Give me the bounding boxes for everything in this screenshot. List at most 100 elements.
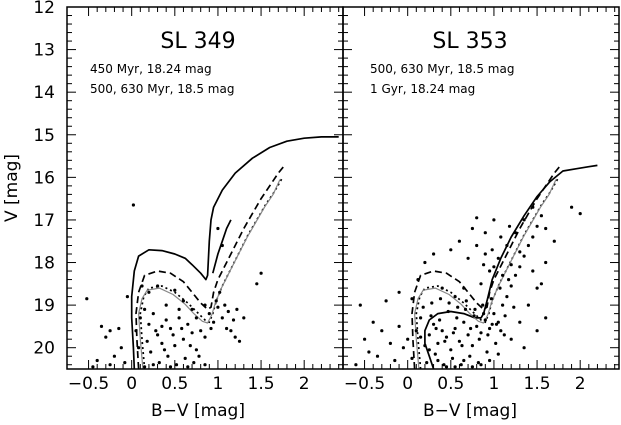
star-point-sl353-43 — [450, 356, 455, 360]
star-point-sl353-123 — [460, 344, 464, 348]
star-point-sl353-60 — [416, 278, 420, 282]
star-point-sl353-131 — [483, 252, 487, 256]
star-point-sl353-71 — [453, 295, 457, 299]
star-point-sl353-31 — [505, 295, 509, 299]
star-point-sl353-98 — [363, 337, 367, 341]
star-point-sl353-14 — [432, 322, 436, 326]
star-point-sl353-13 — [427, 333, 431, 337]
star-point-sl353-29 — [496, 320, 500, 324]
star-point-sl353-129 — [512, 305, 516, 309]
star-point-sl353-121 — [443, 339, 447, 343]
y-tick-label: 14 — [33, 83, 55, 103]
star-point-sl349-17 — [164, 318, 168, 322]
star-point-sl353-10 — [414, 329, 418, 333]
star-point-sl349-34 — [154, 329, 158, 333]
star-point-sl353-97 — [371, 320, 375, 324]
star-point-sl349-12 — [143, 307, 147, 311]
star-point-sl349-52 — [259, 271, 263, 275]
x-tick-label-sl349: 0.5 — [161, 374, 188, 394]
star-point-sl353-59 — [507, 278, 511, 282]
star-point-sl353-28 — [492, 312, 496, 316]
star-point-sl349-62 — [147, 290, 151, 294]
star-point-sl349-59 — [181, 299, 185, 303]
star-point-sl349-32 — [192, 361, 196, 365]
star-point-sl353-20 — [457, 339, 461, 343]
star-point-sl353-38 — [535, 224, 539, 228]
star-point-sl353-24 — [475, 324, 479, 328]
star-point-sl353-74 — [488, 269, 492, 273]
star-point-sl353-105 — [464, 299, 468, 303]
star-point-sl353-47 — [485, 350, 489, 354]
star-point-sl349-71 — [108, 363, 112, 367]
star-point-sl353-42 — [442, 363, 446, 367]
star-point-sl353-54 — [463, 307, 468, 311]
star-point-sl349-75 — [194, 316, 198, 320]
x-tick-label-sl349: 1.5 — [248, 374, 275, 394]
star-point-sl349-36 — [171, 333, 175, 337]
star-point-sl353-7 — [401, 346, 405, 350]
x-axis-label-right: B−V [mag] — [423, 401, 517, 421]
star-point-sl353-50 — [429, 314, 433, 318]
star-point-sl353-27 — [488, 326, 492, 331]
star-point-sl353-90 — [535, 329, 539, 333]
star-point-sl353-72 — [462, 286, 466, 290]
star-point-sl353-85 — [535, 286, 539, 290]
star-point-sl349-22 — [186, 322, 190, 326]
star-point-sl353-126 — [486, 333, 490, 337]
star-point-sl353-33 — [513, 273, 518, 277]
star-point-sl349-73 — [160, 324, 164, 328]
star-point-sl349-69 — [203, 363, 207, 367]
star-point-sl349-1 — [85, 297, 89, 301]
star-point-sl353-67 — [483, 231, 487, 235]
star-point-sl353-80 — [570, 205, 574, 209]
isochrone-sl349-4 — [138, 179, 281, 369]
star-point-sl349-40 — [207, 312, 211, 316]
panel-sl349-ticks: −0.5 0 0.5 1 1.5 2 12 13 14 15 16 17 18 19 20 — [33, 0, 343, 394]
star-point-sl353-16 — [440, 329, 444, 333]
star-point-sl349-33 — [145, 339, 149, 343]
panel-sl349-annotation-2: 500, 630 Myr, 18.5 mag — [90, 82, 234, 96]
star-point-sl353-108 — [490, 322, 494, 326]
panel-sl349-title: SL 349 — [160, 29, 235, 54]
star-point-sl353-11 — [419, 316, 423, 320]
x-tick-label-sl349: 1 — [213, 374, 224, 394]
x-tick-label-sl353: −0.5 — [344, 374, 385, 394]
star-point-sl349-60 — [164, 303, 168, 307]
star-point-sl349-54 — [242, 316, 246, 320]
star-point-sl353-86 — [526, 303, 531, 307]
star-point-sl349-49 — [218, 290, 222, 294]
star-point-sl353-2 — [375, 354, 380, 358]
star-point-sl353-58 — [498, 286, 502, 290]
panel-sl353: −0.5 0 0.5 1 1.5 2 SL 353 500, 630 Myr, 18.5 … — [342, 6, 620, 394]
star-point-sl353-44 — [459, 363, 463, 367]
star-point-sl353-109 — [499, 329, 503, 333]
star-point-sl353-96 — [384, 299, 388, 303]
star-point-sl353-87 — [518, 320, 522, 324]
star-point-sl353-93 — [539, 282, 544, 286]
star-point-sl353-25 — [479, 331, 483, 335]
star-point-sl349-61 — [190, 307, 194, 311]
star-point-sl353-21 — [462, 320, 466, 324]
star-point-sl353-4 — [388, 341, 392, 345]
panel-sl349-plot — [85, 136, 339, 369]
star-point-sl353-56 — [481, 303, 485, 307]
star-point-sl353-23 — [470, 344, 474, 348]
star-point-sl349-30 — [174, 363, 179, 367]
star-point-sl349-14 — [151, 312, 155, 316]
x-tick-label-sl349: −0.5 — [68, 374, 109, 394]
star-point-sl353-111 — [427, 348, 431, 352]
star-point-sl349-29 — [166, 354, 170, 358]
star-point-sl353-92 — [531, 269, 535, 273]
star-point-sl349-57 — [173, 288, 177, 292]
star-point-sl353-64 — [457, 239, 461, 243]
star-point-sl353-124 — [469, 326, 473, 331]
star-point-sl349-31 — [183, 356, 187, 360]
isochrone-sl353-2 — [415, 176, 560, 369]
star-point-sl353-84 — [544, 260, 548, 265]
star-point-sl349-21 — [181, 337, 185, 341]
star-point-sl349-5 — [117, 326, 121, 331]
star-point-sl349-51 — [226, 309, 230, 314]
star-point-sl353-106 — [473, 307, 477, 311]
y-tick-label: 19 — [33, 296, 55, 316]
